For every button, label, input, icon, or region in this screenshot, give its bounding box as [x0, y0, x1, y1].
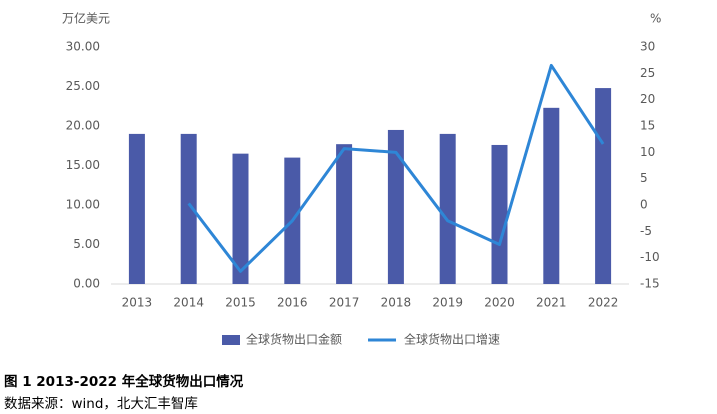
- x-tick-label: 2022: [588, 296, 619, 310]
- bar: [439, 133, 456, 284]
- x-tick-label: 2020: [484, 296, 515, 310]
- y-tick-label: 20.00: [66, 119, 100, 133]
- x-tick-label: 2016: [277, 296, 308, 310]
- x-tick-label: 2019: [432, 296, 463, 310]
- line: [187, 63, 605, 273]
- y2-tick-label: 20: [640, 92, 655, 106]
- y2-tick-label: 5: [640, 171, 648, 185]
- y-tick-label: 25.00: [66, 79, 100, 93]
- y2-tick-label: 30: [640, 40, 655, 54]
- x-tick-label: 2017: [329, 296, 360, 310]
- y-tick-label: 0.00: [73, 277, 100, 291]
- y2-tick-label: -5: [640, 224, 652, 238]
- y-axis-label: 万亿美元: [62, 11, 110, 26]
- caption-title: 图 1 2013-2022 年全球货物出口情况: [4, 373, 244, 390]
- y2-tick-label: 15: [640, 119, 655, 133]
- bar: [387, 129, 404, 284]
- y-tick-label: 5.00: [73, 237, 100, 251]
- x-tick-label: 2013: [122, 296, 153, 310]
- y-tick-label: 15.00: [66, 158, 100, 172]
- bar: [595, 88, 612, 284]
- y2-axis-label: %: [650, 12, 661, 26]
- bar: [491, 144, 508, 284]
- y2-tick-label: -10: [640, 250, 660, 264]
- y2-tick-label: 25: [640, 66, 655, 80]
- y2-tick-label: -15: [640, 277, 660, 291]
- bar: [232, 153, 249, 284]
- legend-swatch: [222, 335, 240, 345]
- y-tick-label: 30.00: [66, 40, 100, 54]
- bar: [543, 107, 560, 284]
- y2-tick-label: 10: [640, 145, 655, 159]
- bar: [180, 133, 197, 284]
- caption-source: 数据来源：wind，北大汇丰智库: [4, 396, 198, 412]
- x-tick-label: 2018: [381, 296, 412, 310]
- x-tick-label: 2021: [536, 296, 567, 310]
- x-tick-label: 2014: [173, 296, 204, 310]
- y2-tick-label: 0: [640, 198, 648, 212]
- y-tick-label: 10.00: [66, 198, 100, 212]
- bar: [128, 133, 145, 284]
- legend-label: 全球货物出口金额: [246, 332, 342, 347]
- x-tick-label: 2015: [225, 296, 256, 310]
- legend-label: 全球货物出口增速: [404, 332, 500, 347]
- bar: [336, 144, 353, 284]
